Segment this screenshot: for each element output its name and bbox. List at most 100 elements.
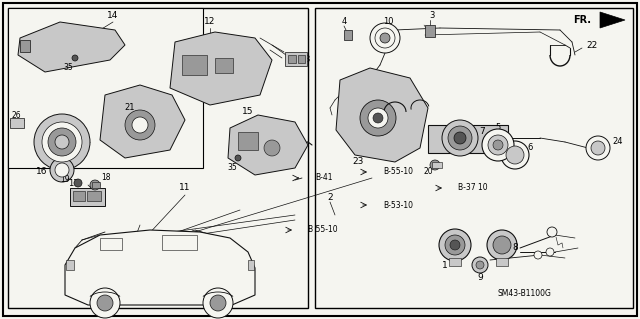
Text: 4: 4 bbox=[341, 18, 347, 26]
Text: 3: 3 bbox=[429, 11, 435, 20]
Text: 16: 16 bbox=[36, 167, 48, 176]
Text: 24: 24 bbox=[612, 137, 623, 146]
Circle shape bbox=[264, 140, 280, 156]
Bar bbox=[215, 58, 233, 73]
Circle shape bbox=[546, 248, 554, 256]
Polygon shape bbox=[336, 68, 428, 162]
Text: 5: 5 bbox=[495, 123, 500, 132]
Bar bbox=[73, 191, 85, 201]
Text: 10: 10 bbox=[383, 18, 393, 26]
Bar bbox=[70, 188, 105, 206]
Bar bbox=[449, 258, 461, 266]
Bar bbox=[496, 258, 508, 266]
Circle shape bbox=[547, 227, 557, 237]
Text: 14: 14 bbox=[108, 11, 118, 20]
Text: 18: 18 bbox=[101, 174, 111, 182]
Bar bbox=[425, 25, 435, 37]
Circle shape bbox=[370, 23, 400, 53]
Text: B-41: B-41 bbox=[315, 174, 333, 182]
Polygon shape bbox=[600, 12, 625, 28]
Circle shape bbox=[210, 295, 226, 311]
Circle shape bbox=[586, 136, 610, 160]
Circle shape bbox=[50, 158, 74, 182]
Circle shape bbox=[493, 140, 503, 150]
Circle shape bbox=[368, 108, 388, 128]
Circle shape bbox=[74, 179, 82, 187]
Polygon shape bbox=[100, 85, 185, 158]
Text: 35: 35 bbox=[63, 63, 73, 72]
Text: B-55-10: B-55-10 bbox=[383, 167, 413, 176]
Text: 17: 17 bbox=[68, 180, 78, 189]
Circle shape bbox=[125, 110, 155, 140]
Circle shape bbox=[90, 180, 100, 190]
Circle shape bbox=[487, 230, 517, 260]
Circle shape bbox=[472, 257, 488, 273]
Bar bbox=[10, 118, 24, 128]
Circle shape bbox=[450, 240, 460, 250]
Text: 8: 8 bbox=[512, 243, 518, 253]
Text: 9: 9 bbox=[477, 273, 483, 283]
Text: 20: 20 bbox=[423, 167, 433, 176]
Text: 23: 23 bbox=[352, 158, 364, 167]
Bar bbox=[100, 238, 122, 250]
Circle shape bbox=[534, 251, 542, 259]
Text: 13: 13 bbox=[300, 56, 312, 64]
Bar bbox=[428, 125, 508, 153]
Circle shape bbox=[476, 261, 484, 269]
Circle shape bbox=[34, 114, 90, 170]
Circle shape bbox=[493, 236, 511, 254]
Text: SM43-B1100G: SM43-B1100G bbox=[497, 290, 551, 299]
Circle shape bbox=[482, 129, 514, 161]
Bar bbox=[285, 52, 307, 66]
Circle shape bbox=[439, 229, 471, 261]
Text: 25: 25 bbox=[56, 151, 68, 160]
Circle shape bbox=[235, 155, 241, 161]
Polygon shape bbox=[170, 32, 272, 105]
Bar bbox=[432, 162, 442, 168]
Text: B 55-10: B 55-10 bbox=[308, 226, 338, 234]
Circle shape bbox=[380, 33, 390, 43]
Circle shape bbox=[445, 235, 465, 255]
Bar bbox=[92, 182, 100, 188]
Circle shape bbox=[442, 120, 478, 156]
Polygon shape bbox=[65, 230, 255, 305]
Circle shape bbox=[55, 135, 69, 149]
Circle shape bbox=[42, 122, 82, 162]
Circle shape bbox=[90, 288, 120, 318]
Circle shape bbox=[72, 55, 78, 61]
Text: FR.: FR. bbox=[573, 15, 591, 25]
Text: 22: 22 bbox=[586, 41, 598, 49]
Text: B-37 10: B-37 10 bbox=[458, 183, 488, 192]
Text: 6: 6 bbox=[527, 144, 532, 152]
Circle shape bbox=[360, 100, 396, 136]
Bar bbox=[162, 235, 197, 250]
Circle shape bbox=[373, 113, 383, 123]
Circle shape bbox=[132, 117, 148, 133]
Polygon shape bbox=[228, 115, 308, 175]
Circle shape bbox=[55, 163, 69, 177]
Text: 19: 19 bbox=[60, 175, 70, 184]
Circle shape bbox=[488, 135, 508, 155]
Text: 26: 26 bbox=[11, 110, 21, 120]
Bar bbox=[182, 55, 207, 75]
Text: 2: 2 bbox=[327, 194, 333, 203]
Text: 7: 7 bbox=[479, 128, 485, 137]
Text: 35: 35 bbox=[227, 164, 237, 173]
Bar bbox=[238, 132, 258, 150]
Bar bbox=[8, 8, 308, 308]
Bar bbox=[288, 55, 296, 63]
Bar bbox=[20, 40, 30, 52]
Circle shape bbox=[375, 28, 395, 48]
Text: 15: 15 bbox=[243, 108, 253, 116]
Circle shape bbox=[454, 132, 466, 144]
Bar bbox=[87, 191, 101, 201]
Text: 12: 12 bbox=[204, 18, 216, 26]
Bar bbox=[8, 8, 203, 168]
Circle shape bbox=[48, 128, 76, 156]
Text: 21: 21 bbox=[125, 103, 135, 113]
Circle shape bbox=[203, 288, 233, 318]
Text: 11: 11 bbox=[179, 183, 191, 192]
Text: 1: 1 bbox=[442, 261, 448, 270]
Circle shape bbox=[501, 141, 529, 169]
Circle shape bbox=[448, 126, 472, 150]
